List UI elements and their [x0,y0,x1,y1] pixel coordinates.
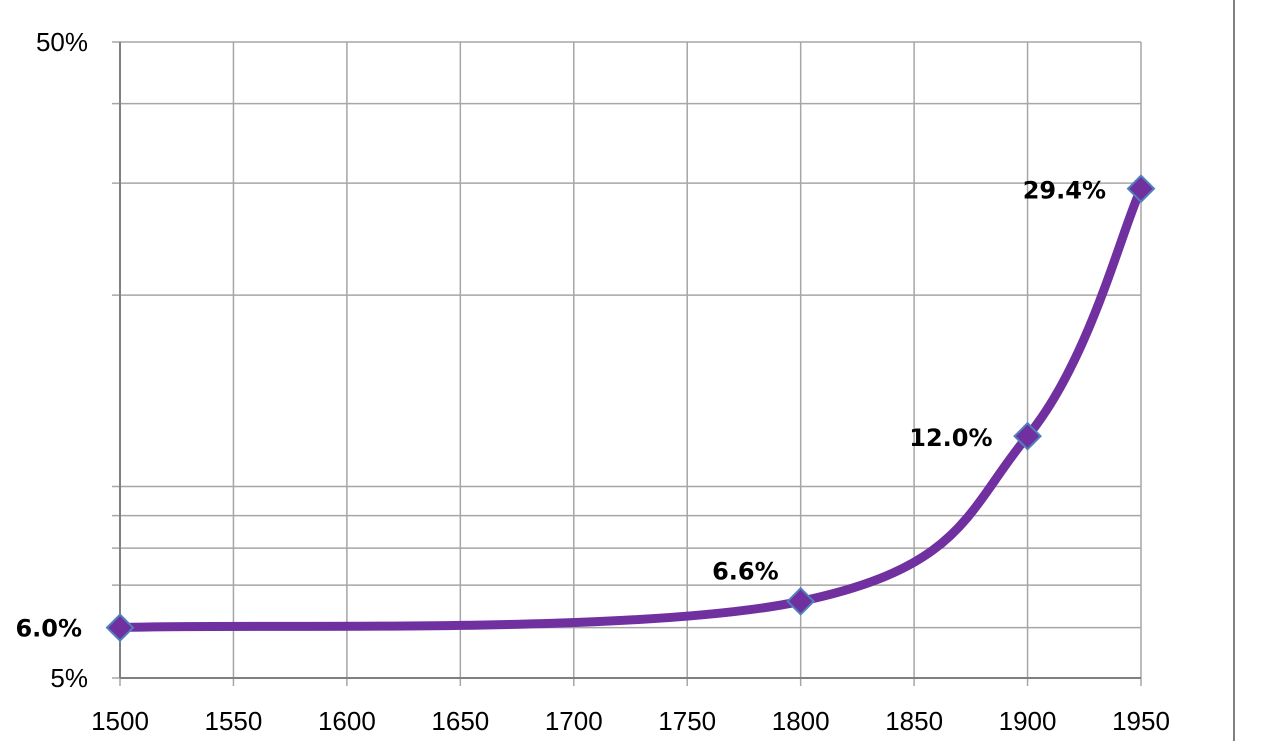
x-tick-label: 1550 [205,706,263,736]
x-tick-label: 1800 [772,706,830,736]
data-label: 12.0% [909,424,992,452]
axis-layer: 1500 1550 1600 1650 1700 1750 1800 1850 1900 1950… [36,0,1235,741]
y-tick-label: 5% [50,663,88,693]
series-layer [105,174,1156,643]
data-label: 6.0% [15,615,82,643]
data-point-marker [786,586,816,616]
data-point-marker [1126,174,1156,204]
x-tick-label: 1750 [658,706,716,736]
data-label: 29.4% [1023,177,1106,205]
grid-layer [112,41,1142,686]
x-tick-label: 1850 [885,706,943,736]
data-point-marker [1013,421,1042,451]
x-tick-label: 1650 [431,706,489,736]
x-tick-label: 1600 [318,706,376,736]
data-point-marker [105,613,135,643]
x-tick-label: 1700 [545,706,603,736]
y-tick-label: 50% [36,27,88,57]
data-label: 6.6% [712,557,779,585]
x-tick-label: 1950 [1112,706,1170,736]
label-layer: 6.0% 6.6% 12.0% 29.4% [15,177,1106,643]
x-tick-label: 1900 [999,706,1057,736]
x-tick-label: 1500 [91,706,149,736]
series-line [115,184,1146,633]
